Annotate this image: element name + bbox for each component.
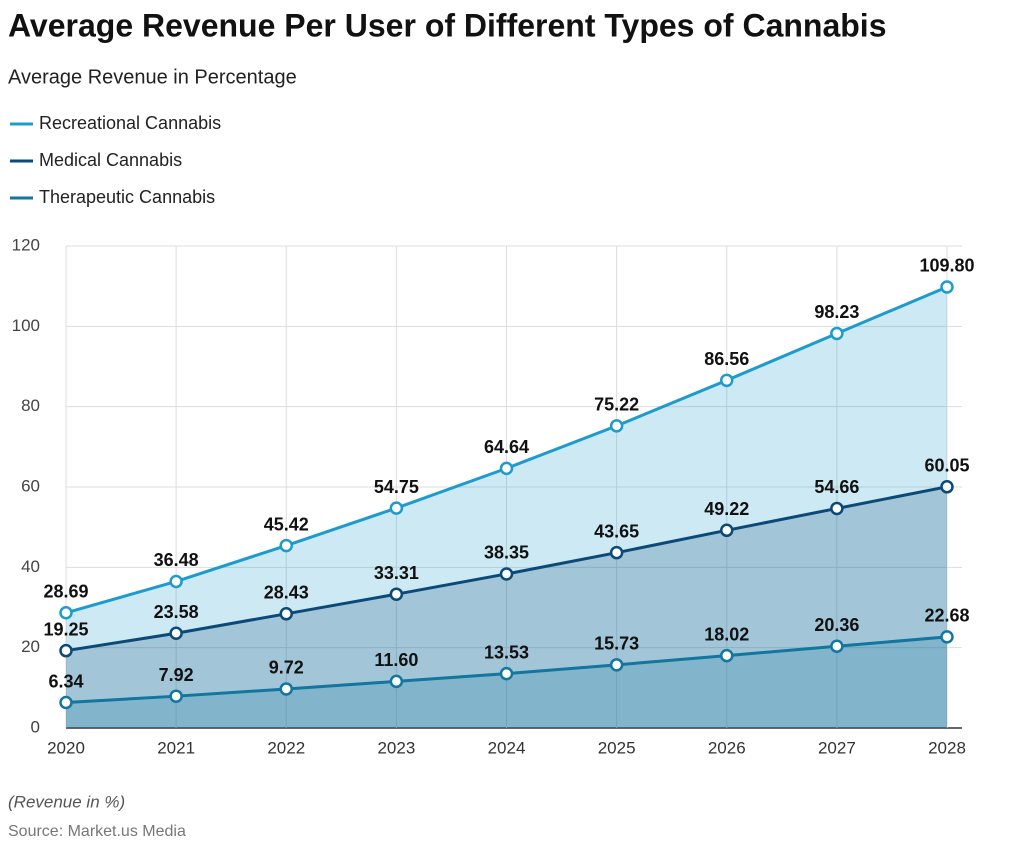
data-label: 45.42 [264,514,309,534]
marker [169,689,183,703]
marker [830,326,844,341]
data-label: 15.73 [594,634,639,654]
marker [830,501,844,516]
x-tick-label: 2020 [47,738,85,757]
marker [609,419,624,433]
y-tick-label: 80 [21,396,40,415]
x-tick-label: 2023 [377,738,415,757]
data-label: 86.56 [704,349,749,369]
marker [59,695,73,710]
data-label: 6.34 [48,671,83,691]
y-tick-label: 0 [31,717,40,736]
source: Source: Market.us Media [8,823,186,840]
data-label: 11.60 [374,650,418,670]
marker [279,607,293,621]
data-label: 43.65 [594,521,639,541]
y-tick-label: 20 [21,637,40,656]
data-label: 13.53 [484,642,529,662]
x-tick-label: 2021 [157,738,195,757]
x-tick-label: 2025 [598,738,636,757]
marker [389,674,404,689]
data-label: 54.66 [814,477,859,497]
labels: 28.69 36.48 45.42 54.75 64.64 75.22 86.56 98.23… [43,256,974,692]
data-label: 28.69 [43,582,88,602]
marker [499,461,514,476]
y-tick-label: 40 [21,557,40,576]
data-label: 28.43 [264,583,309,603]
marker [279,538,293,553]
data-label: 36.48 [154,550,199,570]
data-label: 54.75 [374,477,419,497]
data-label: 20.36 [814,615,859,635]
legend-label: Therapeutic Cannabis [39,187,215,207]
x-tick-label: 2027 [818,738,856,757]
data-label: 64.64 [484,437,529,457]
y-tick-label: 120 [12,235,40,254]
marker [720,373,734,388]
marker [830,639,844,653]
data-label: 22.68 [924,606,969,626]
marker [940,630,954,644]
lines [59,280,954,710]
marker [59,606,73,620]
marker [389,587,404,601]
marker [609,545,624,560]
data-label: 38.35 [484,543,529,563]
x-tick-label: 2024 [488,738,526,757]
y-tick-label: 100 [12,316,40,335]
marker [169,574,183,589]
x-tick-label: 2028 [928,738,966,757]
chart-title: Average Revenue Per User of Different Ty… [8,7,886,43]
marker [940,280,954,294]
grid: 0 20 40 60 80 100 120 2020 2021 2022 2023 2024 2025 2… [12,235,966,757]
data-label: 33.31 [374,563,419,583]
data-label: 75.22 [594,395,639,415]
y-tick-label: 60 [21,476,40,495]
chart-subtitle: Average Revenue in Percentage [8,66,297,88]
legend-label: Medical Cannabis [39,150,182,170]
data-label: 49.22 [704,499,749,519]
marker [609,658,624,672]
marker [940,480,954,494]
note: (Revenue in %) [8,792,125,811]
marker [720,523,734,538]
marker [499,567,514,581]
marker [59,643,73,658]
x-tick-label: 2026 [708,738,746,757]
data-label: 60.05 [924,456,969,476]
marker [279,682,293,696]
data-label: 23.58 [154,602,199,622]
data-label: 19.25 [43,619,88,639]
data-label: 7.92 [159,665,194,685]
legend-label: Recreational Cannabis [39,113,221,133]
data-label: 98.23 [814,302,859,322]
marker [499,666,514,681]
data-label: 18.02 [704,624,749,644]
data-label: 109.80 [919,256,974,276]
x-tick-label: 2022 [267,738,305,757]
area [66,486,947,728]
marker [169,626,183,641]
marker [389,501,404,515]
data-label: 9.72 [269,658,304,678]
marker [720,648,734,663]
